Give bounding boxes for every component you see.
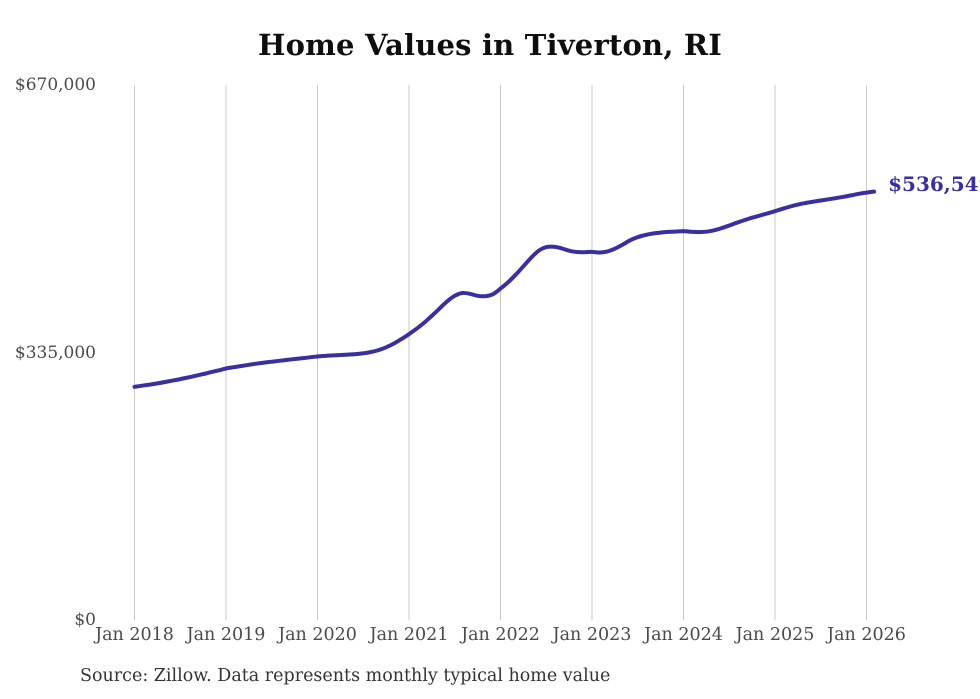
y-tick-label: $670,000 bbox=[14, 75, 96, 95]
y-tick-label: $0 bbox=[74, 610, 96, 630]
x-tick-label: Jan 2024 bbox=[644, 625, 723, 645]
chart-title: Home Values in Tiverton, RI bbox=[257, 28, 723, 62]
x-tick-label: Jan 2022 bbox=[461, 625, 540, 645]
source-note: Source: Zillow. Data represents monthly … bbox=[80, 666, 611, 686]
x-tick-label: Jan 2025 bbox=[735, 625, 815, 645]
y-tick-label: $335,000 bbox=[14, 342, 96, 363]
x-tick-label: Jan 2020 bbox=[278, 625, 357, 645]
home-value-line bbox=[132, 189, 877, 389]
x-tick-label: Jan 2023 bbox=[552, 625, 632, 645]
end-value-label: $536,549 bbox=[888, 171, 980, 196]
x-tick-label: Jan 2026 bbox=[827, 625, 906, 645]
x-tick-label: Jan 2019 bbox=[186, 625, 266, 645]
x-tick-label: Jan 2021 bbox=[369, 625, 449, 645]
x-tick-label: Jan 2018 bbox=[95, 625, 174, 645]
